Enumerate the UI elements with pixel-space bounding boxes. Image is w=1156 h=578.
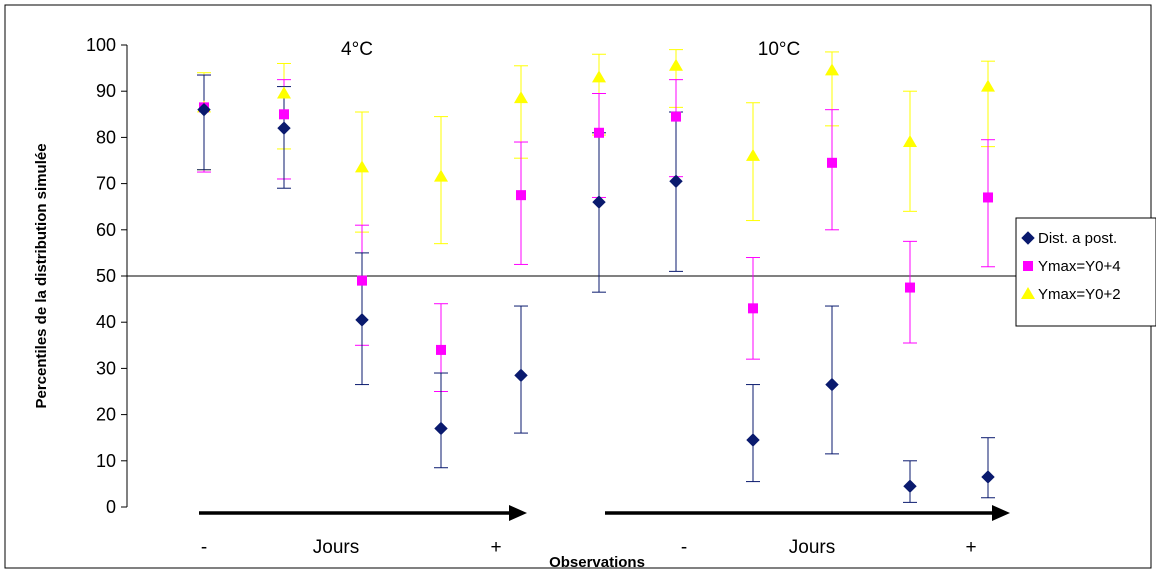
data-point-square xyxy=(1023,261,1033,271)
data-point-triangle xyxy=(981,79,995,92)
data-point-square xyxy=(594,127,604,138)
data-point-square xyxy=(827,157,837,168)
data-point-triangle xyxy=(1021,287,1035,299)
panel-title-10c: 10°C xyxy=(758,39,800,60)
data-point-triangle xyxy=(825,63,839,76)
y-tick-label: 90 xyxy=(96,81,116,101)
data-point-diamond xyxy=(825,377,839,392)
data-point-triangle xyxy=(903,135,917,148)
arrow-middle-label-10c: Jours xyxy=(789,537,835,558)
chart-frame xyxy=(4,4,1152,569)
data-point-diamond xyxy=(981,470,995,484)
legend-label-2: Ymax=Y0+2 xyxy=(1038,286,1121,303)
data-point-diamond xyxy=(1021,231,1035,245)
arrow-head xyxy=(509,505,527,521)
data-point-diamond xyxy=(903,479,917,493)
day-arrows xyxy=(199,505,1010,521)
data-point-triangle xyxy=(277,86,291,99)
y-tick-label: 30 xyxy=(96,358,116,378)
data-point-diamond xyxy=(197,102,211,117)
data-point-square xyxy=(905,282,915,293)
y-tick-label: 80 xyxy=(96,127,116,147)
arrow-middle-label-4c: Jours xyxy=(313,537,359,558)
data-point-triangle xyxy=(746,148,760,161)
data-point-square xyxy=(516,190,526,201)
y-tick-label: 100 xyxy=(86,35,116,55)
y-tick-label: 60 xyxy=(96,220,116,240)
y-tick-label: 40 xyxy=(96,312,116,332)
data-point-diamond xyxy=(277,121,291,135)
y-tick-label: 20 xyxy=(96,405,116,425)
data-point-triangle xyxy=(434,169,448,182)
data-point-triangle xyxy=(669,58,683,71)
arrow-head xyxy=(992,505,1010,521)
data-point-square xyxy=(357,275,367,286)
data-point-diamond xyxy=(669,174,683,188)
arrow-end-label-4c: + xyxy=(490,537,501,558)
data-point-triangle xyxy=(592,70,606,83)
y-axis: 0 10 20 30 40 50 60 70 80 90 100 xyxy=(86,35,128,517)
arrow-start-label-10c: - xyxy=(681,537,687,558)
data-point-diamond xyxy=(355,313,369,327)
legend-label-1: Ymax=Y0+4 xyxy=(1038,258,1121,275)
data-point-square xyxy=(279,109,289,120)
arrow-start-label-4c: - xyxy=(201,537,207,558)
data-point-square xyxy=(748,303,758,314)
data-point-triangle xyxy=(514,91,528,104)
data-point-square xyxy=(671,111,681,122)
data-point-diamond xyxy=(514,368,528,383)
series-markers-0 xyxy=(197,102,995,493)
y-tick-label: 70 xyxy=(96,174,116,194)
legend-label-0: Dist. a post. xyxy=(1038,230,1117,247)
data-point-square xyxy=(436,344,446,355)
y-tick-label: 10 xyxy=(96,451,116,471)
data-point-diamond xyxy=(434,421,448,436)
legend-box xyxy=(1015,217,1156,327)
y-tick-label: 50 xyxy=(96,266,116,286)
y-axis-label: Percentiles de la distribution simulée xyxy=(33,143,50,408)
data-point-diamond xyxy=(746,433,760,447)
y-tick-label: 0 xyxy=(106,497,116,517)
x-axis-label: Observations xyxy=(549,554,645,571)
series-layer xyxy=(197,49,995,503)
data-point-triangle xyxy=(355,160,369,173)
panel-title-4c: 4°C xyxy=(341,39,373,60)
data-point-diamond xyxy=(592,195,606,209)
legend: Dist. a post. Ymax=Y0+4 Ymax=Y0+2 xyxy=(1015,217,1156,327)
arrow-end-label-10c: + xyxy=(965,537,976,558)
data-point-square xyxy=(983,192,993,203)
